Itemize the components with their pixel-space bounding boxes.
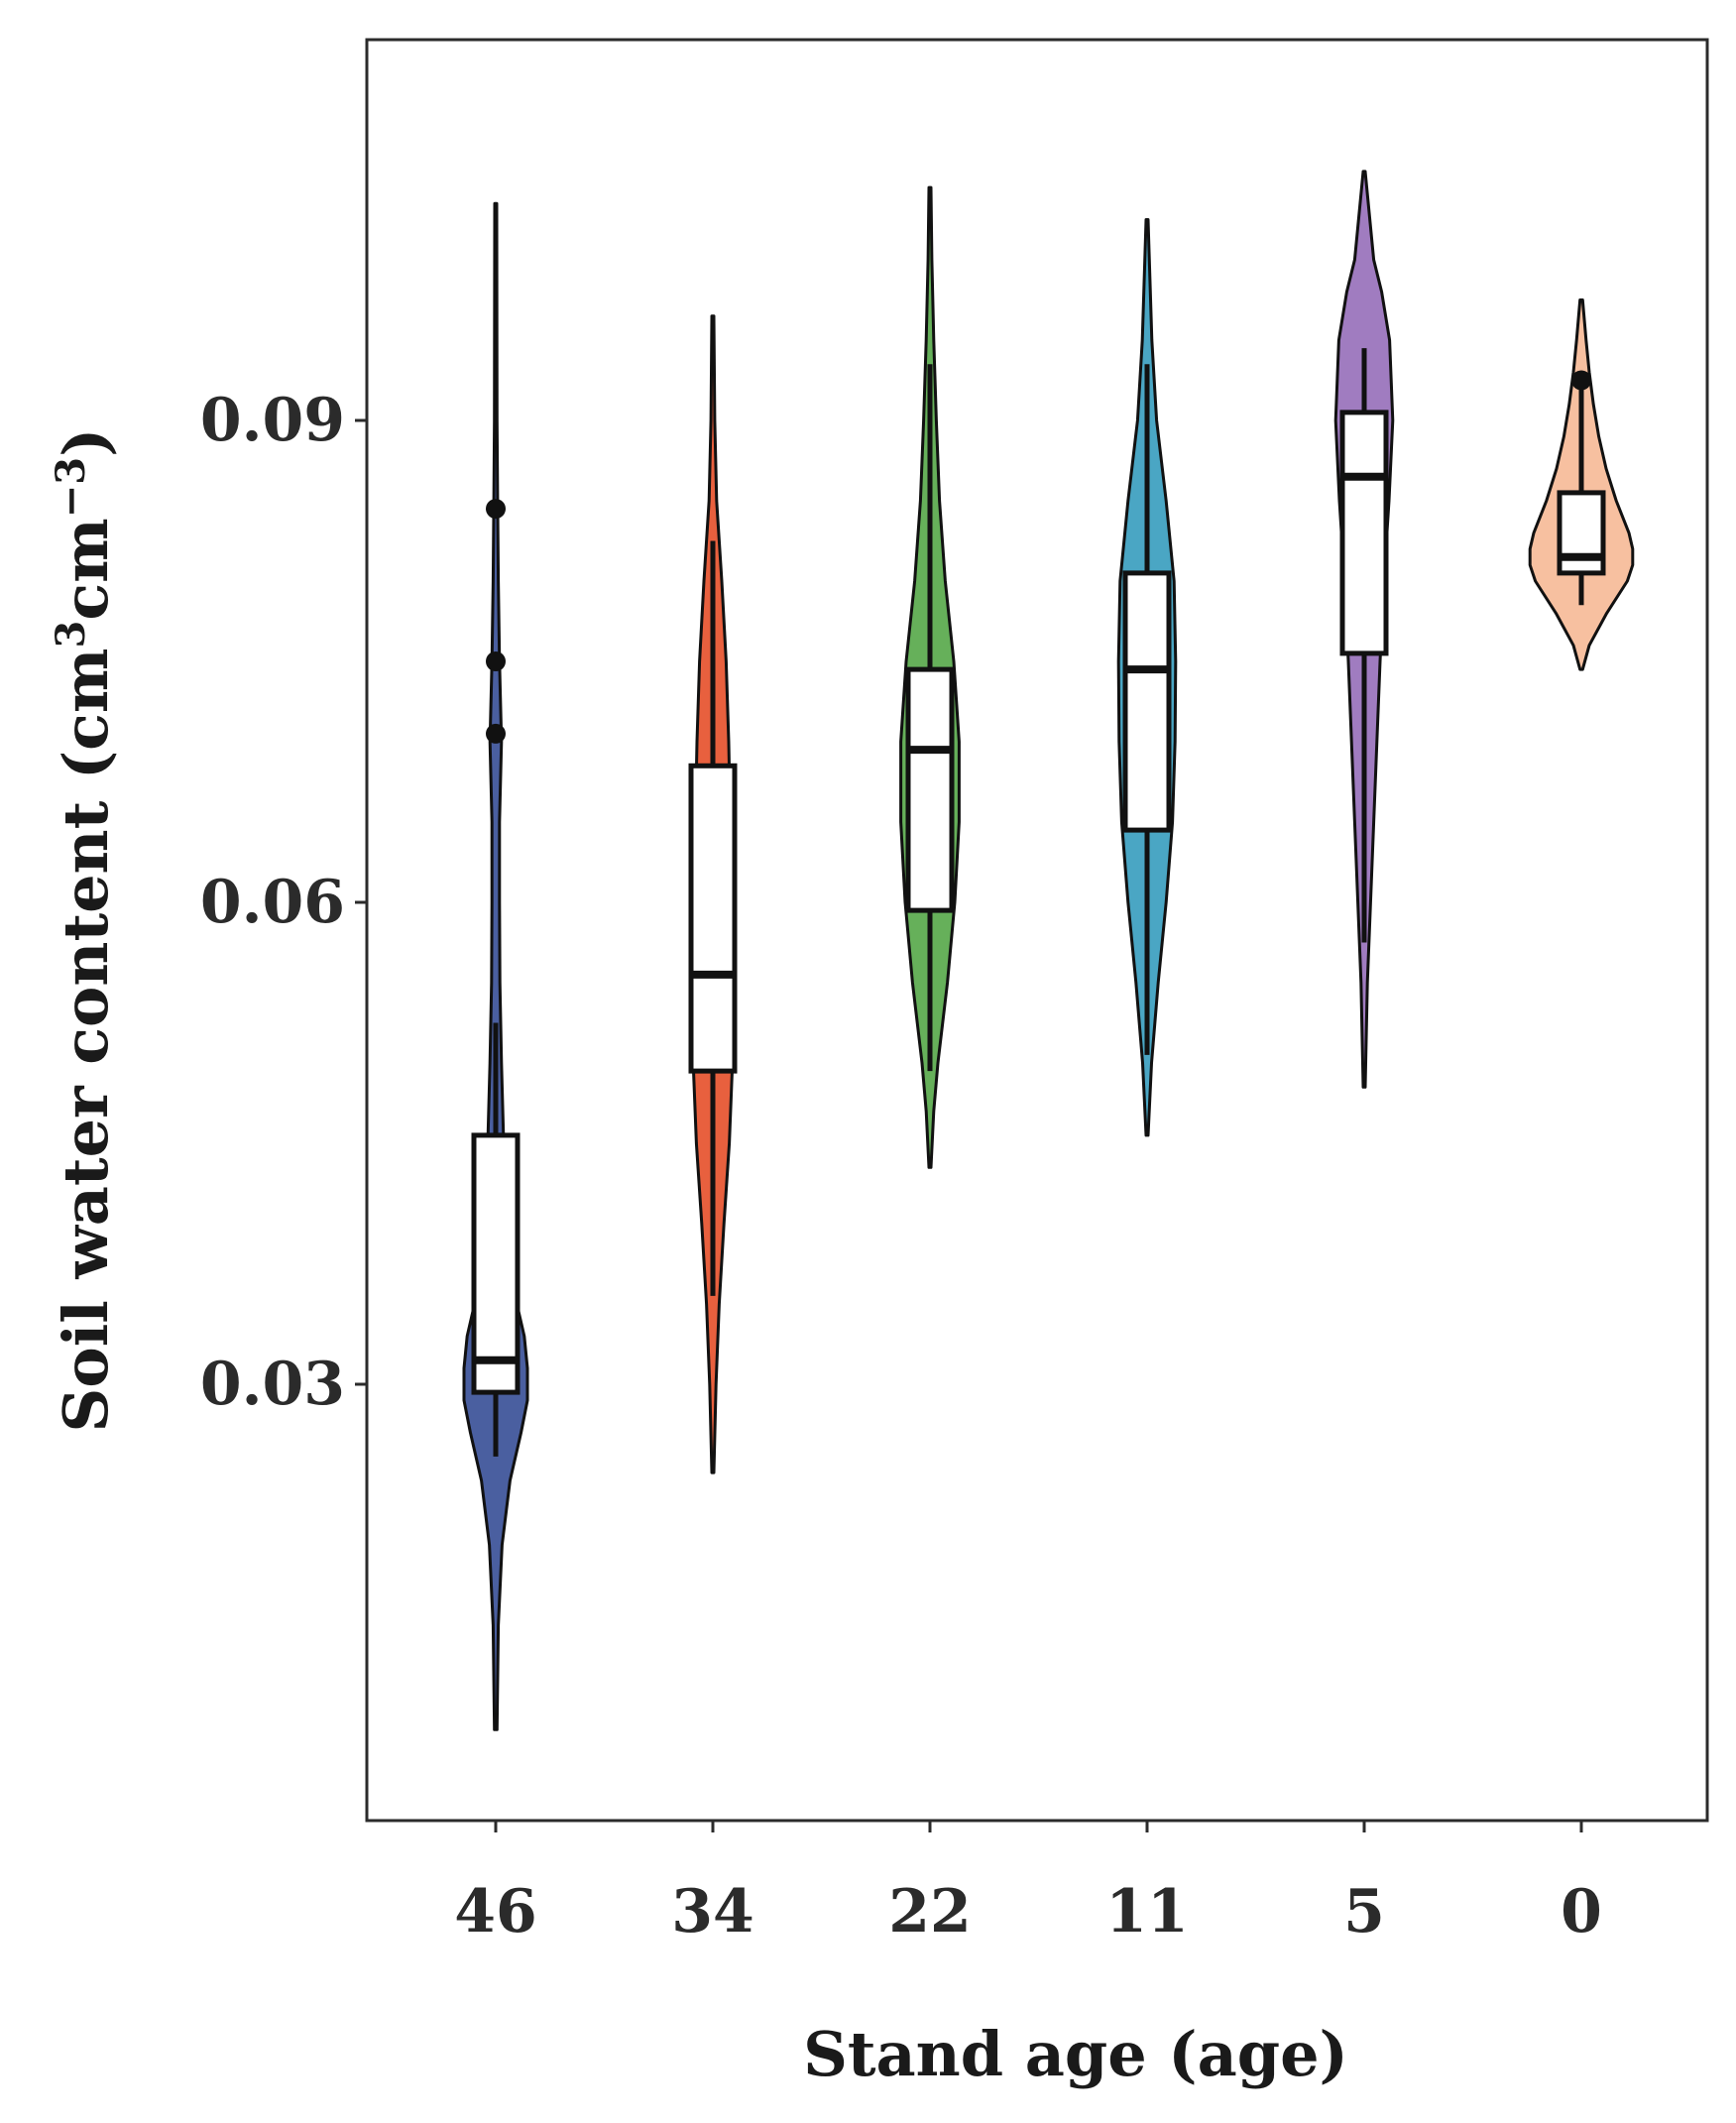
x-tick-label: 22	[888, 1877, 972, 1946]
x-tick-label: 0	[1561, 1877, 1602, 1946]
outlier-point-46	[486, 499, 506, 520]
y-axis: 0.03 0.06 0.09	[200, 386, 367, 1419]
box-22	[905, 666, 955, 913]
x-tick-label: 11	[1105, 1877, 1189, 1946]
x-tick-label: 34	[671, 1877, 754, 1946]
box-0	[1557, 490, 1606, 576]
outlier-point-46	[486, 723, 506, 744]
box-5	[1339, 410, 1389, 656]
box-46	[471, 1132, 521, 1395]
outlier-point-0	[1571, 370, 1591, 391]
box-11	[1122, 570, 1172, 833]
x-tick-label: 5	[1343, 1877, 1385, 1946]
y-tick-label: 0.03	[200, 1350, 345, 1419]
x-tick-label: 46	[454, 1877, 537, 1946]
box-34	[688, 763, 738, 1074]
plot-frame	[365, 38, 1709, 1823]
x-axis-title: Stand age (age)	[803, 2018, 1348, 2090]
outlier-point-46	[486, 651, 506, 671]
violin-series	[462, 170, 1635, 1731]
y-tick-label: 0.09	[200, 386, 345, 455]
y-tick-label: 0.06	[200, 868, 345, 937]
y-axis-title: Soil water content (cm3cm−3)	[48, 428, 123, 1433]
x-axis: 46 34 22 11 5 0	[454, 1821, 1602, 1946]
